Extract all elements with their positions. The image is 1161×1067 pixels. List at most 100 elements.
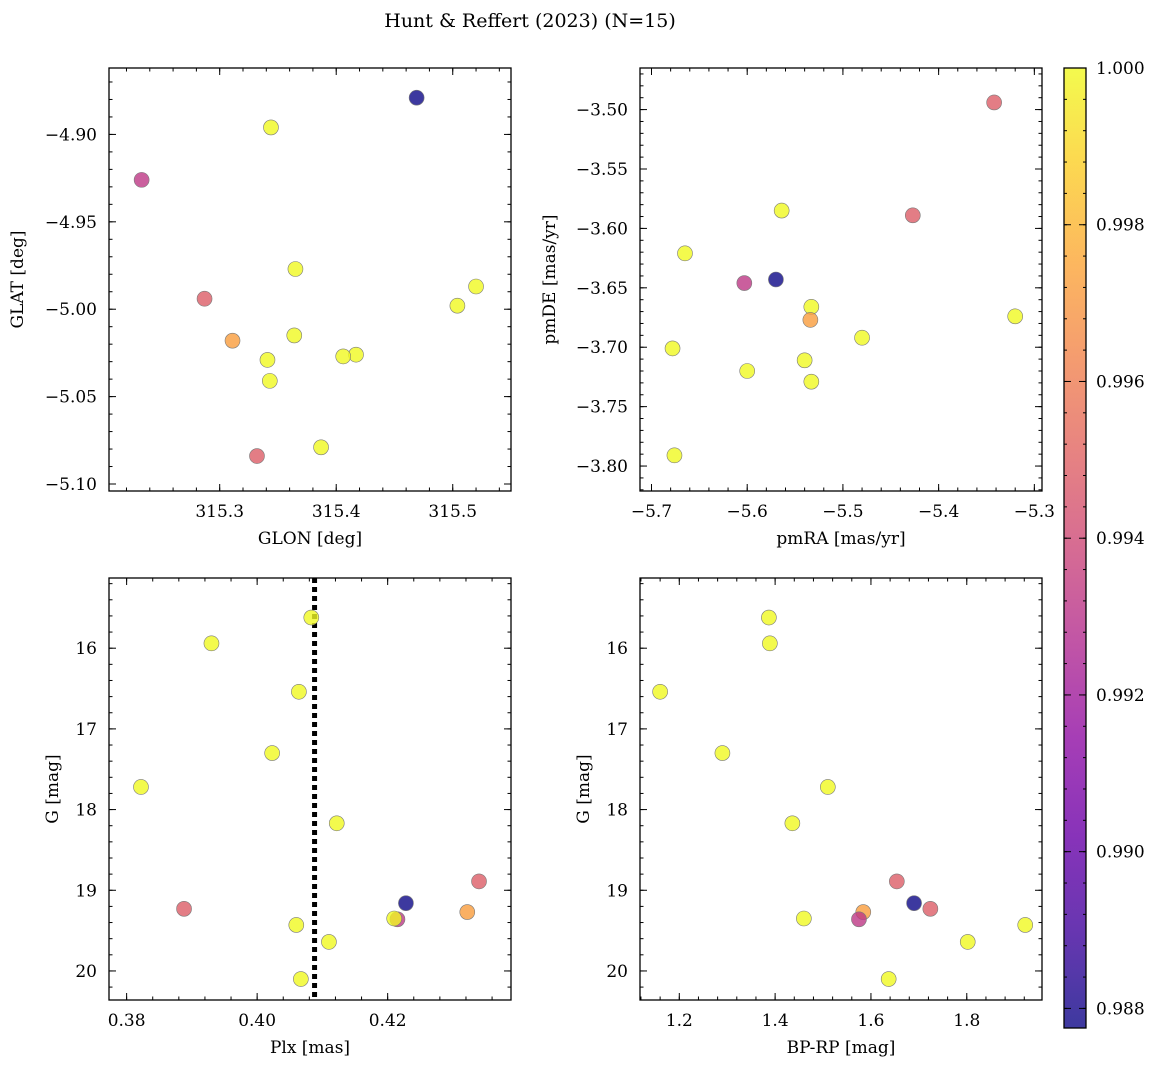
axes-frame [108, 67, 512, 492]
colorbar-tick-label: 0.996 [1096, 372, 1145, 392]
x-axis-label: Plx [mas] [270, 1038, 350, 1058]
data-point [203, 635, 220, 652]
data-point [287, 261, 304, 277]
y-tick-label: 16 [606, 639, 628, 659]
data-point [714, 745, 731, 761]
data-point [261, 373, 278, 389]
x-axis-label: GLON [deg] [258, 529, 362, 549]
data-point [739, 363, 756, 379]
minor-ticks [640, 578, 1042, 1000]
data-point [666, 447, 683, 464]
x-tick-label: −5.7 [631, 502, 672, 522]
data-point [224, 332, 241, 349]
y-tick-label: −5.10 [45, 475, 97, 495]
y-axis-label: GLAT [deg] [8, 230, 28, 328]
data-point [677, 245, 693, 262]
x-tick-label: 0.42 [369, 1011, 407, 1031]
data-point [773, 202, 790, 219]
data-point [249, 448, 265, 464]
x-tick-label: 0.38 [108, 1011, 146, 1031]
colorbar: 0.988 0.990 0.992 0.994 0.996 0.998 1.000 [1063, 59, 1145, 1029]
y-tick-label: −5.05 [45, 388, 97, 408]
data-point [889, 873, 905, 890]
x-axis-label: BP-RP [mag] [787, 1038, 896, 1058]
data-point [851, 911, 867, 928]
y-tick-label: 16 [75, 639, 97, 659]
data-point [880, 971, 897, 987]
colorbar-tick-label: 1.000 [1096, 59, 1145, 79]
y-axis-label: G [mag] [574, 754, 594, 823]
y-tick-label: 20 [606, 962, 628, 982]
x-tick-label: 1.2 [666, 1011, 693, 1031]
x-tick-label: 1.4 [762, 1011, 789, 1031]
y-tick-label: −3.80 [576, 457, 628, 477]
data-point [398, 895, 414, 911]
data-point [922, 901, 939, 917]
x-tick-label: −5.6 [727, 502, 768, 522]
minor-ticks [640, 68, 1042, 491]
panel-glon-glat: 315.3 315.4 315.5 −5.10 −5.05 −5.00 −4.95 −4.90… [8, 67, 512, 549]
data-point [1007, 308, 1024, 325]
x-tick-label: −5.3 [1014, 502, 1055, 522]
colorbar-tick-label: 0.998 [1096, 216, 1145, 236]
x-tick-label: 315.5 [428, 502, 477, 522]
y-tick-label: −4.90 [45, 125, 97, 145]
y-tick-label: 17 [606, 720, 628, 740]
x-tick-label: −5.4 [918, 502, 959, 522]
y-tick-label: −3.55 [576, 160, 628, 180]
panel-plx-g: 0.38 0.40 0.42 16 17 18 19 20 Plx [mas] G [mag] [43, 577, 512, 1058]
data-point [768, 271, 784, 288]
data-point [408, 89, 425, 106]
x-tick-label: 1.6 [857, 1011, 884, 1031]
data-point [1017, 917, 1034, 933]
data-point [386, 910, 402, 927]
colorbar-tick-label: 0.988 [1096, 999, 1145, 1019]
data-point [286, 327, 303, 344]
data-point [784, 815, 801, 832]
y-tick-label: −3.70 [576, 338, 628, 358]
data-point [959, 934, 976, 950]
y-tick-label: −3.75 [576, 398, 628, 418]
data-point [803, 299, 820, 315]
x-tick-label: 0.40 [238, 1011, 276, 1031]
x-tick-label: 315.3 [195, 502, 244, 522]
y-tick-label: −3.60 [576, 219, 628, 239]
y-tick-label: −3.50 [576, 101, 628, 121]
y-tick-label: 17 [75, 720, 97, 740]
data-point [762, 635, 778, 652]
data-point [291, 683, 307, 700]
data-point [321, 934, 337, 950]
data-point [263, 119, 279, 136]
data-point [468, 278, 484, 295]
data-point [796, 910, 812, 927]
data-point [176, 901, 192, 917]
data-point [264, 745, 280, 761]
axes-frame [108, 577, 512, 1001]
y-tick-label: −4.95 [45, 213, 97, 233]
data-point [736, 275, 753, 291]
data-point [854, 329, 870, 346]
axes-frame [639, 577, 1043, 1001]
data-point [803, 373, 820, 390]
y-axis-label: pmDE [mas/yr] [540, 214, 560, 344]
x-tick-label: 1.8 [953, 1011, 980, 1031]
x-tick-label: 315.4 [312, 502, 361, 522]
figure-title: Hunt & Reffert (2023) (N=15) [384, 10, 676, 32]
data-point [293, 971, 309, 987]
data-point [313, 439, 329, 456]
y-tick-label: −3.65 [576, 279, 628, 299]
panel-pmra-pmde: −5.7 −5.6 −5.5 −5.4 −5.3 −3.80 −3.75 −3.70 −3.65… [540, 67, 1055, 549]
data-point [664, 340, 681, 357]
data-point [196, 290, 213, 307]
x-tick-label: −5.5 [822, 502, 863, 522]
minor-ticks [109, 578, 511, 1000]
data-point [259, 352, 276, 368]
y-axis-label: G [mag] [43, 754, 63, 823]
data-point [471, 873, 487, 890]
axes-frame [639, 67, 1043, 492]
data-point [906, 895, 922, 911]
colorbar-frame [1063, 67, 1087, 1029]
data-point [820, 779, 836, 795]
data-point [328, 815, 345, 832]
